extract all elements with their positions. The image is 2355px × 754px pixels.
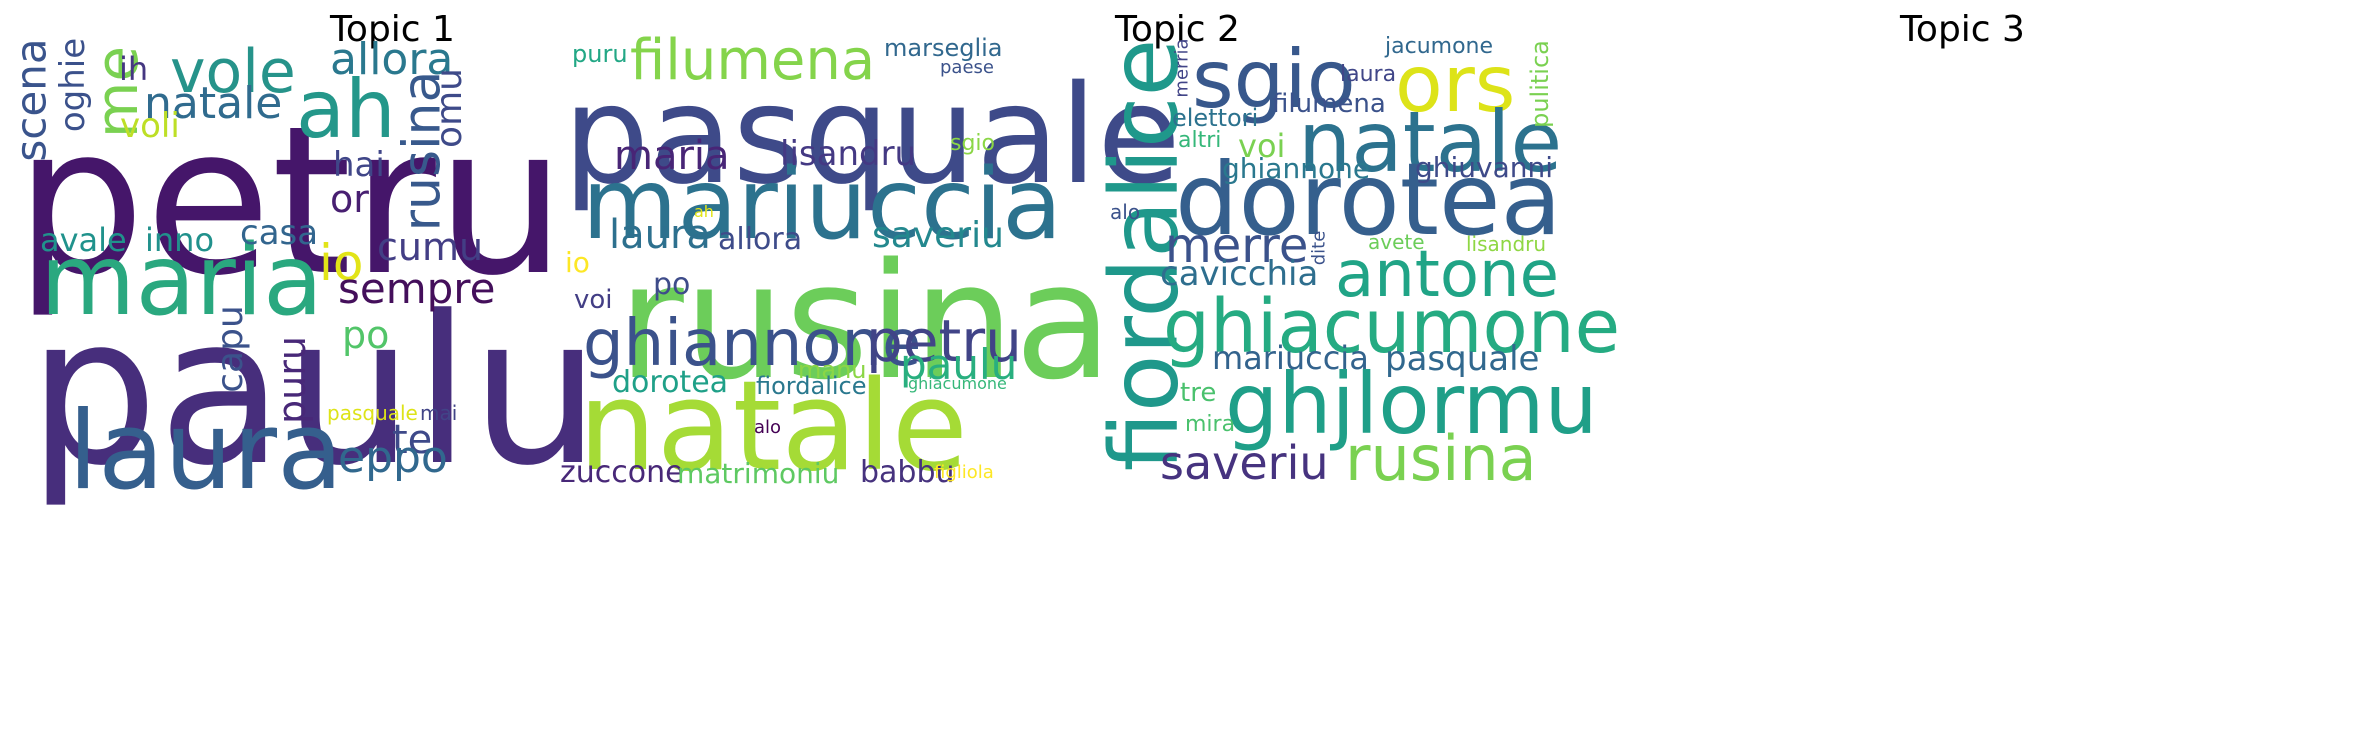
word-cavicchia: cavicchia — [1160, 254, 1319, 294]
word-petru: petru — [866, 307, 1022, 375]
word-filumena: filumena — [1272, 89, 1386, 119]
word-io: io — [565, 246, 590, 279]
topic-3-panel: Topic 3 fiordalice sgio ors natale dorotea an… — [1090, 0, 2355, 754]
word-babbu: babbu — [860, 455, 955, 490]
word-avale: avale — [40, 221, 127, 259]
word-zuccone: zuccone — [560, 455, 684, 490]
word-po: po — [653, 267, 691, 302]
word-rusina: rusina — [618, 228, 1113, 415]
word-voi: voi — [574, 285, 613, 315]
word-paese: paese — [940, 57, 994, 78]
word-saveriu: saveriu — [872, 215, 1004, 256]
word-omu: omu — [428, 68, 470, 148]
word-mira: mira — [1185, 412, 1236, 437]
word-laura: laura — [609, 212, 711, 258]
word-ors: ors — [1395, 40, 1516, 130]
topic-1-wordcloud: petru paulu maria laura ah vole allora natale me… — [0, 0, 785, 754]
word-pasquale: pasquale — [563, 57, 1181, 215]
word-saveriu: saveriu — [1160, 436, 1329, 490]
topic-3-title: Topic 3 — [1900, 9, 2025, 50]
word-ghiacumone: ghiacumone — [1163, 284, 1621, 370]
word-puru: puru — [269, 336, 314, 424]
word-maria: maria — [614, 133, 730, 179]
word-dorotea: dorotea — [1175, 141, 1562, 258]
word-manu: manu — [798, 356, 867, 384]
word-scena: scena — [6, 37, 56, 162]
word-merre: merre — [1165, 218, 1309, 274]
word-natale: natale — [144, 78, 283, 129]
word-mai: mai — [420, 401, 458, 425]
word-te: te — [392, 417, 433, 463]
word-eppo: eppo — [338, 432, 448, 483]
word-casa: casa — [240, 213, 319, 253]
word-ah: ah — [296, 63, 396, 156]
word-oghie: oghie — [53, 37, 94, 133]
word-io: io — [319, 234, 364, 292]
word-or: or — [330, 177, 369, 221]
word-alo: alo — [754, 417, 782, 438]
word-inno: inno — [145, 221, 215, 259]
word-jacumone: jacumone — [1385, 34, 1494, 59]
word-pulitica: pulitica — [1525, 40, 1554, 128]
word-marseglia: marseglia — [884, 34, 1003, 62]
word-puru: puru — [572, 40, 628, 68]
word-mariuccia: mariuccia — [1212, 339, 1369, 377]
word-ghiacumone: ghiacumone — [908, 374, 1007, 393]
word-fiordalice: fiordalice — [756, 372, 867, 400]
word-hai: hai — [333, 145, 385, 185]
word-pasquale: pasquale — [1385, 339, 1540, 379]
word-maria: maria — [40, 224, 324, 338]
word-ghiannone: ghiannone — [583, 307, 922, 381]
word-natale: natale — [578, 355, 968, 499]
word-ah: ah — [694, 202, 714, 221]
word-ih: ih — [119, 50, 149, 88]
topic-1-title: Topic 1 — [330, 9, 455, 50]
word-voi: voi — [1238, 127, 1286, 165]
word-rusina: rusina — [1345, 422, 1537, 495]
word-elettori: elettori — [1172, 104, 1259, 132]
word-filumena: filumena — [630, 28, 876, 93]
word-merria: merria — [1171, 37, 1193, 98]
word-lisandru: lisandru — [780, 134, 917, 174]
word-ghiannone: ghiannone — [1222, 152, 1371, 185]
word-cumu: cumu — [377, 225, 484, 269]
word-laura: laura — [68, 389, 344, 514]
topic-3-wordcloud: fiordalice sgio ors natale dorotea antone ghia… — [1090, 0, 2355, 754]
word-sempre: sempre — [338, 264, 496, 313]
word-paulu: paulu — [28, 273, 601, 511]
word-paulu: paulu — [900, 340, 1018, 389]
word-dorotea: dorotea — [612, 365, 729, 400]
topic-2-title: Topic 2 — [1115, 9, 1240, 50]
word-natale: natale — [1298, 93, 1563, 191]
word-dite: dite — [1307, 230, 1329, 265]
topic-2-wordcloud: pasquale rusina natale mariuccia filumena ghi… — [560, 0, 1570, 754]
topic-1-panel: Topic 1 petru paulu maria laura ah vole allora… — [0, 0, 785, 754]
word-matrimoniu: matrimoniu — [677, 457, 840, 490]
word-vole: vole — [170, 37, 296, 107]
word-tre: tre — [1180, 378, 1217, 408]
word-avete: avete — [1368, 230, 1425, 254]
word-capu: capu — [209, 305, 251, 393]
word-lisandru: lisandru — [1466, 232, 1547, 256]
word-po: po — [342, 313, 390, 357]
word-sgio: sgio — [950, 131, 995, 156]
word-alo: alo — [1110, 200, 1141, 224]
word-sgio: sgio — [1192, 33, 1356, 126]
word-mariuccia: mariuccia — [582, 148, 1063, 262]
word-figliola: figliola — [934, 462, 994, 483]
word-altri: altri — [1178, 128, 1222, 153]
word-allora: allora — [718, 222, 803, 257]
word-ghjlormu: ghjlormu — [1225, 355, 1598, 453]
word-laura: laura — [1340, 62, 1397, 87]
word-voli: voli — [120, 106, 180, 146]
word-allora: allora — [330, 34, 454, 85]
word-pasquale: pasquale — [327, 401, 418, 425]
word-petru: petru — [15, 83, 566, 321]
word-antone: antone — [1335, 238, 1559, 312]
topic-2-panel: Topic 2 pasquale rusina natale mariuccia fil… — [560, 0, 1570, 754]
word-ghiuvanni: ghiuvanni — [1415, 151, 1554, 184]
